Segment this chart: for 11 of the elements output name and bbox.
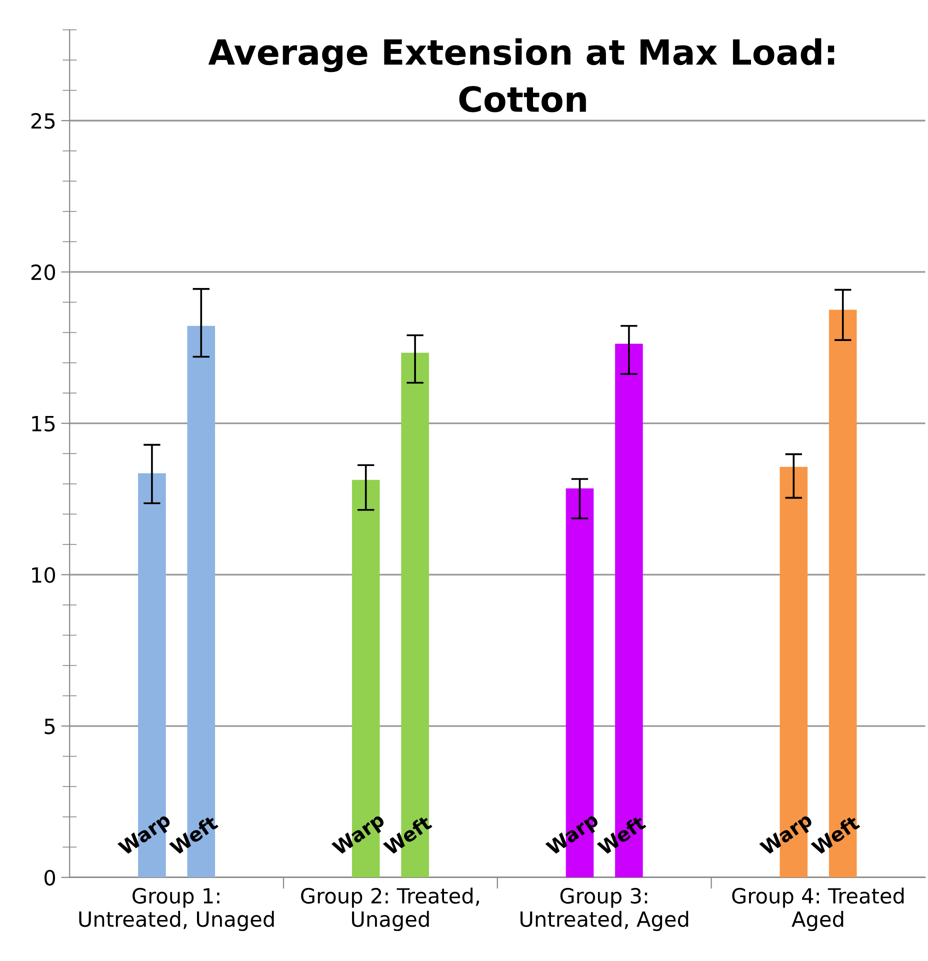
x-tick-label: Group 4: Treated Aged <box>732 888 904 932</box>
y-tick-label: 10 <box>32 567 56 583</box>
x-tick-label: Group 2: Treated, Unaged <box>301 888 479 932</box>
text: Average Extension at Max Load: Cotton <box>208 38 834 112</box>
y-tick-label: 25 <box>31 113 55 129</box>
x-tick-label: Group 1: Untreated, Unaged <box>79 888 274 932</box>
x-tick-label: Group 3: Untreated, Aged <box>520 888 688 932</box>
y-tick-label: 5 <box>44 718 55 734</box>
y-tick-label: 0 <box>44 870 56 886</box>
y-tick-label: 15 <box>32 416 55 432</box>
y-tick-label: 20 <box>31 264 56 280</box>
